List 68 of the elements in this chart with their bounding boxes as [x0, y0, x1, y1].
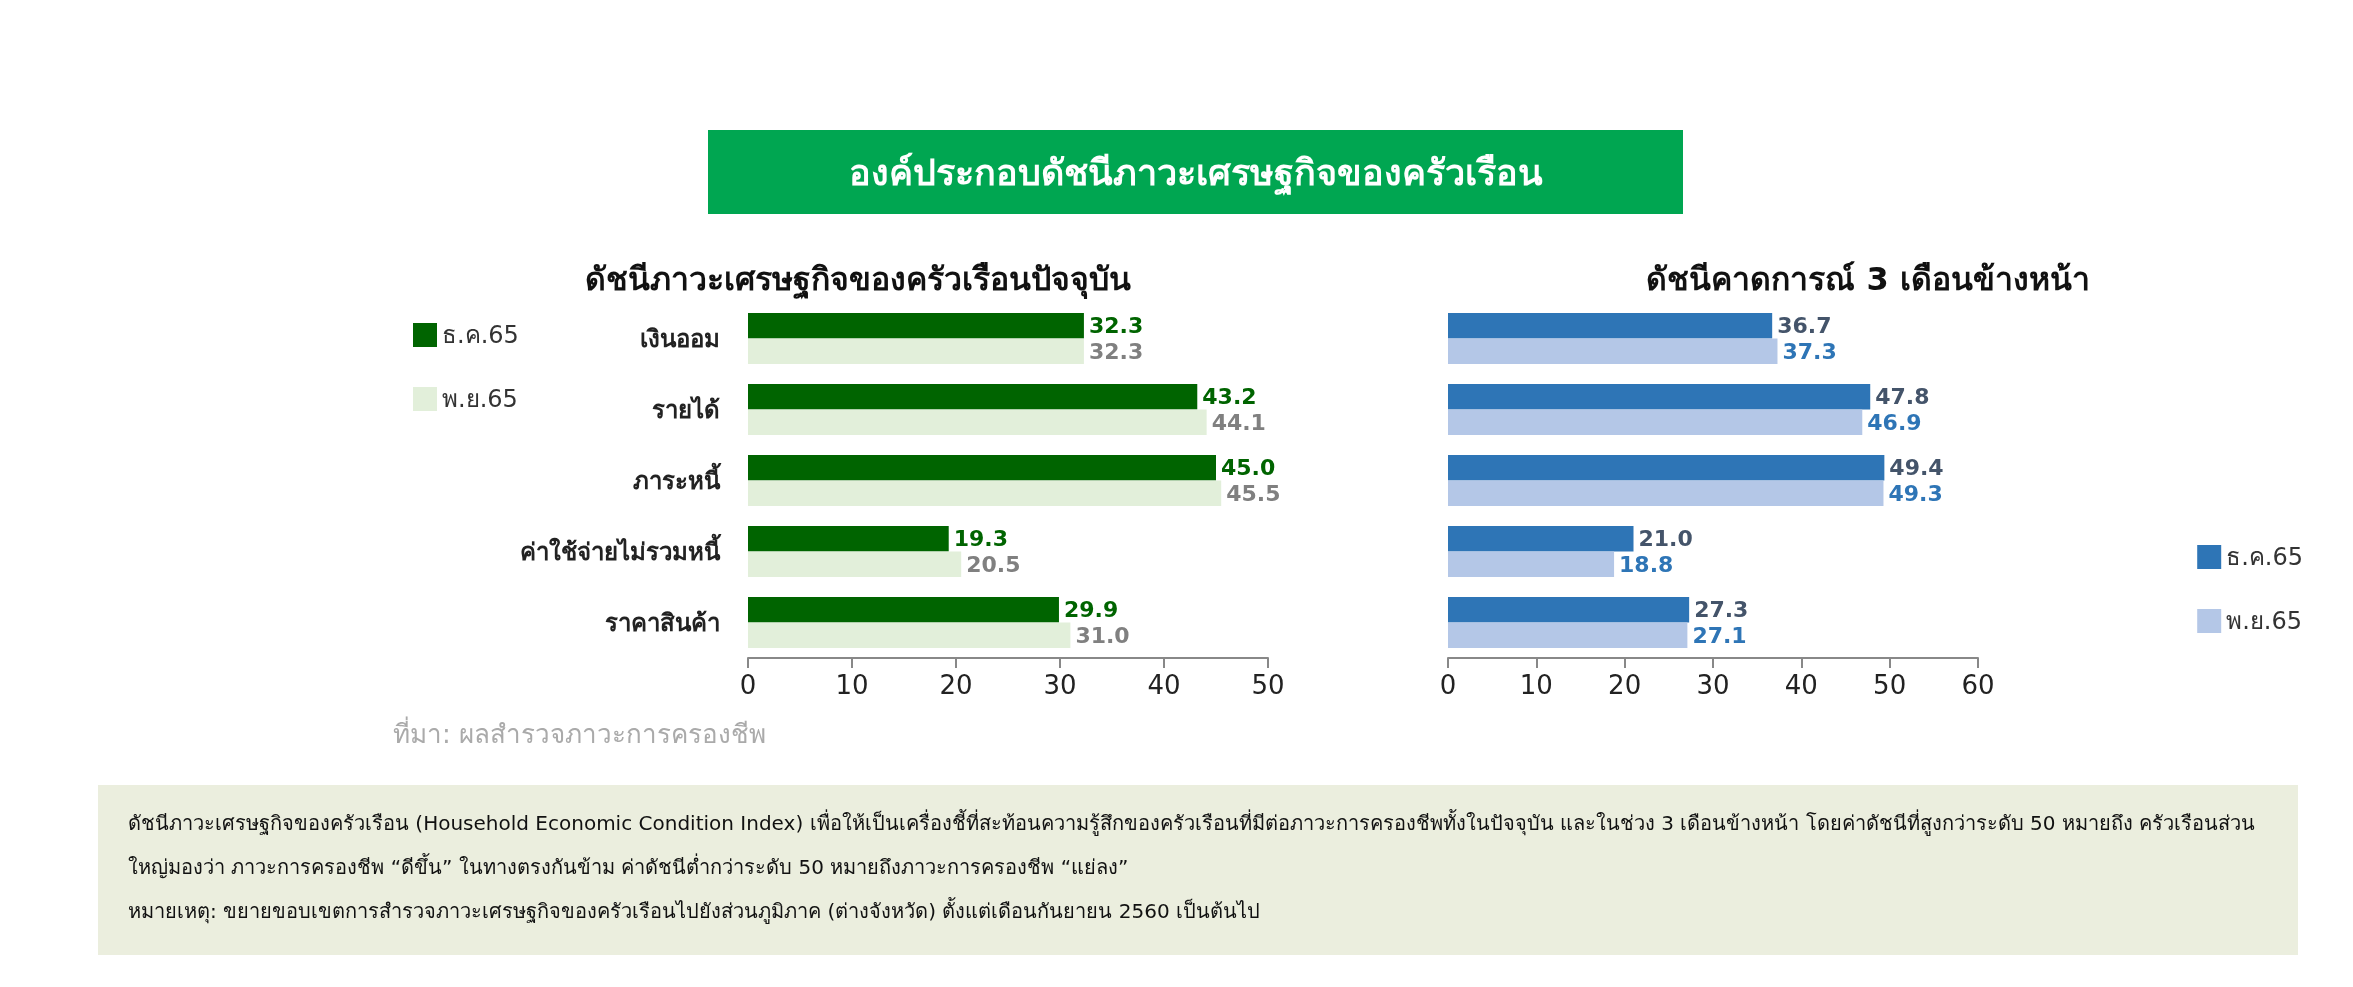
x-tick-label: 20 — [939, 670, 973, 700]
y-tick-label: เงินออม — [640, 324, 720, 353]
bar — [748, 525, 949, 552]
text: องค์ประกอบดัชนีภาวะเศรษฐกิจของครัวเรือน — [708, 130, 1683, 214]
bar — [1448, 409, 1863, 436]
bar — [748, 312, 1084, 339]
x-tick-label: 40 — [1147, 670, 1181, 700]
chart-title: ดัชนีคาดการณ์ 3 เดือนข้างหน้า — [1646, 260, 2090, 298]
bar — [748, 383, 1198, 410]
bar — [1448, 551, 1615, 578]
bar — [1448, 622, 1688, 649]
bar — [748, 480, 1222, 507]
bar — [748, 338, 1084, 365]
x-tick-label: 0 — [1439, 670, 1457, 700]
bar — [1448, 525, 1634, 552]
x-tick-label: 20 — [1608, 670, 1642, 700]
data-label: 44.1 — [1211, 409, 1266, 435]
x-tick-label: 50 — [1251, 670, 1285, 700]
data-label: 32.3 — [1088, 338, 1144, 364]
text: หมายเหตุ: ขยายขอบเขตการสำรวจภาวะเศรษฐกิจของครัวเรือนไปยังส่วนภูมิภาค (ต่างจังหวัด) ตั้งแต่เดือนกันยายน 2560 เป็นต้นไป — [128, 896, 1262, 926]
x-tick-label: 10 — [1519, 670, 1553, 700]
bar — [748, 409, 1207, 436]
bar — [1448, 596, 1690, 623]
x-tick-label: 40 — [1784, 670, 1818, 700]
bar — [748, 622, 1071, 649]
legend-label: พ.ย.65 — [2226, 607, 2302, 635]
data-label: 21.0 — [1638, 526, 1693, 552]
bar — [748, 596, 1059, 623]
data-label: 45.5 — [1226, 480, 1281, 506]
data-label: 49.3 — [1888, 480, 1943, 506]
text: ดัชนีภาวะเศรษฐกิจของครัวเรือน (Household Economic Condition Index) เพื่อให้เป็นเครื่องชี้ที่สะท้อนความรู้สึกของครัวเรือนที่มีต่อภาวะการครองชีพทั้งในปัจจุบัน และในช่วง 3 เดือนข้างหน้า โดยค่าดัชนีที่สูงกว่าระดับ 50 หมายถึง ครัวเรือนส่วนใหญ่มองว่า ภาวะการครองชีพ “ดีขึ้น” ในทางตรงกันข้าม ค่าดัชนีต่ำกว่าระดับ 50 หมายถึงภาวะการครองชีพ “แย่ลง” — [128, 808, 2257, 881]
chart-title: ดัชนีภาวะเศรษฐกิจของครัวเรือนปัจจุบัน — [585, 260, 1131, 300]
x-tick-label: 30 — [1043, 670, 1077, 700]
data-label: 36.7 — [1777, 313, 1832, 339]
y-tick-label: ค่าใช้จ่ายไม่รวมหนี้ — [520, 532, 722, 566]
legend-label: ธ.ค.65 — [2226, 543, 2303, 571]
y-tick-label: ราคาสินค้า — [605, 608, 720, 637]
data-label: 37.3 — [1782, 338, 1837, 364]
data-label: 27.3 — [1694, 597, 1749, 623]
x-tick-label: 0 — [739, 670, 757, 700]
data-label: 49.4 — [1889, 455, 1944, 481]
legend-label: ธ.ค.65 — [442, 321, 519, 349]
data-label: 32.3 — [1088, 313, 1144, 339]
y-tick-label: ภาระหนี้ — [633, 461, 722, 495]
legend-label: พ.ย.65 — [442, 385, 518, 413]
data-label: 29.9 — [1063, 597, 1119, 623]
text: ที่มา: ผลสำรวจภาวะการครองชีพ — [393, 715, 767, 751]
x-tick-label: 50 — [1873, 670, 1907, 700]
x-tick-label: 60 — [1961, 670, 1995, 700]
bar — [1448, 312, 1773, 339]
data-label: 18.8 — [1619, 551, 1674, 577]
bar — [1448, 383, 1871, 410]
bar — [1448, 480, 1884, 507]
data-label: 19.3 — [953, 526, 1008, 552]
data-label: 46.9 — [1867, 409, 1922, 435]
x-tick-label: 10 — [835, 670, 869, 700]
bar — [1448, 338, 1778, 365]
bar — [748, 551, 962, 578]
y-tick-label: รายได้ — [652, 394, 720, 424]
data-label: 43.2 — [1202, 384, 1257, 410]
data-label: 31.0 — [1075, 622, 1130, 648]
data-label: 20.5 — [966, 551, 1021, 577]
x-tick-label: 30 — [1696, 670, 1730, 700]
bar — [1448, 454, 1885, 481]
data-label: 47.8 — [1875, 384, 1930, 410]
data-label: 45.0 — [1221, 455, 1276, 481]
bar — [748, 454, 1216, 481]
data-label: 27.1 — [1692, 622, 1747, 648]
